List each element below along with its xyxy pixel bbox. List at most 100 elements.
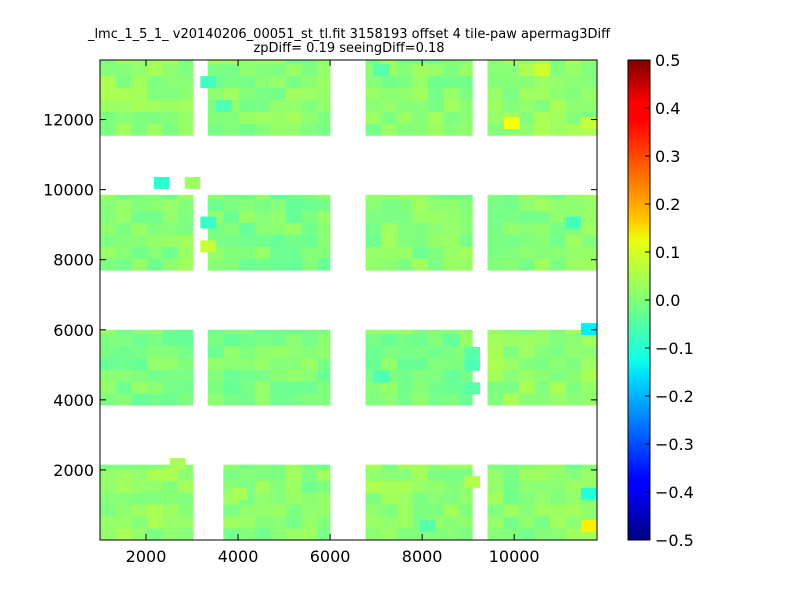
- heatmap-cell: [550, 123, 567, 136]
- heatmap-cell: [487, 210, 504, 223]
- heatmap-cell: [365, 123, 382, 136]
- heatmap-cell: [100, 222, 117, 235]
- heatmap-cell: [238, 258, 256, 271]
- heatmap-cell: [503, 194, 520, 200]
- heatmap-cell: [459, 222, 473, 235]
- heatmap-cell: [487, 468, 504, 481]
- heatmap-cell: [381, 99, 398, 112]
- heatmap-cell: [503, 492, 520, 505]
- heatmap-cell: [565, 480, 582, 493]
- heatmap-cell: [301, 464, 318, 469]
- heatmap-cell: [396, 369, 413, 382]
- heatmap-cell: [270, 123, 287, 136]
- heatmap-cell: [146, 504, 163, 517]
- heatmap-cell: [365, 516, 382, 529]
- heatmap-cell: [146, 393, 163, 406]
- heatmap-cell: [317, 480, 331, 493]
- colorbar-tick-label: 0.2: [655, 195, 680, 214]
- heatmap-cell: [428, 357, 445, 370]
- heatmap-cell: [459, 75, 473, 89]
- heatmap-cell: [459, 329, 473, 335]
- heatmap-cell: [534, 528, 551, 540]
- heatmap-cell: [131, 99, 148, 112]
- heatmap-cell: [207, 123, 224, 136]
- heatmap-cell: [459, 393, 473, 406]
- heatmap-cell: [254, 528, 271, 540]
- heatmap-cell: [581, 504, 597, 517]
- heatmap-cell: [100, 99, 117, 112]
- heatmap-cell: [428, 123, 445, 136]
- heatmap-cell: [534, 60, 551, 65]
- heatmap-cell: [207, 345, 224, 358]
- heatmap-cell: [565, 381, 582, 394]
- heatmap-cell: [223, 345, 240, 358]
- heatmap-cell: [238, 198, 256, 212]
- heatmap-cell: [238, 222, 256, 235]
- heatmap-cell: [115, 480, 132, 493]
- heatmap-cell: [412, 464, 429, 469]
- heatmap-cell: [207, 329, 224, 335]
- heatmap-cell: [146, 369, 163, 382]
- heatmap-cell: [238, 357, 256, 370]
- heatmap-cell: [270, 464, 287, 469]
- heatmap-cell: [301, 60, 318, 65]
- heatmap-cell: [285, 63, 302, 77]
- heatmap-cell: [301, 87, 318, 100]
- heatmap-cell: [285, 381, 302, 394]
- heatmap-cell: [317, 345, 331, 358]
- heatmap-cell: [207, 63, 224, 77]
- heatmap-cell: [518, 194, 535, 200]
- heatmap-cell: [534, 258, 551, 271]
- heatmap-cell: [207, 60, 224, 65]
- heatmap-cell: [100, 504, 117, 517]
- heatmap-cell: [115, 111, 132, 124]
- heatmap-cell: [550, 464, 567, 469]
- heatmap-cell: [381, 234, 398, 247]
- heatmap-cell: [580, 487, 597, 500]
- heatmap-cell: [487, 111, 504, 124]
- heatmap-cell: [581, 381, 597, 394]
- heatmap-cell: [381, 246, 398, 259]
- heatmap-cell: [518, 87, 535, 100]
- heatmap-cell: [254, 492, 271, 505]
- heatmap-cell: [580, 520, 597, 532]
- heatmap-cell: [443, 194, 460, 200]
- heatmap-cell: [223, 468, 240, 481]
- heatmap-cell: [223, 357, 240, 370]
- heatmap-cell: [162, 75, 179, 89]
- heatmap-cell: [162, 492, 179, 505]
- heatmap-cell: [178, 504, 194, 517]
- heatmap-cell: [365, 468, 382, 481]
- heatmap-cell: [487, 198, 504, 212]
- heatmap-cell: [518, 210, 535, 223]
- heatmap-cell: [428, 464, 445, 469]
- heatmap-cell: [565, 516, 582, 529]
- heatmap-cell: [373, 370, 389, 383]
- heatmap-cell: [464, 382, 481, 395]
- heatmap-cell: [254, 99, 271, 112]
- heatmap-cell: [534, 64, 551, 77]
- heatmap-cell: [412, 194, 429, 200]
- heatmap-cell: [396, 60, 413, 65]
- heatmap: [100, 60, 597, 540]
- colorbar-tick-label: −0.2: [655, 387, 694, 406]
- heatmap-cell: [146, 345, 163, 358]
- heatmap-cell: [565, 99, 582, 112]
- heatmap-cell: [162, 87, 179, 100]
- heatmap-cell: [373, 64, 389, 77]
- heatmap-cell: [270, 258, 287, 271]
- heatmap-cell: [459, 111, 473, 124]
- heatmap-cell: [162, 60, 179, 65]
- heatmap-cell: [301, 123, 318, 136]
- heatmap-cell: [178, 75, 194, 89]
- heatmap-cell: [534, 246, 551, 259]
- heatmap-cell: [581, 393, 597, 406]
- heatmap-cell: [270, 333, 287, 346]
- heatmap-cell: [238, 99, 256, 112]
- heatmap-cell: [534, 123, 551, 136]
- heatmap-cell: [100, 468, 117, 481]
- heatmap-cell: [550, 528, 567, 540]
- heatmap-cell: [459, 198, 473, 212]
- heatmap-cell: [412, 60, 429, 65]
- heatmap-cell: [550, 258, 567, 271]
